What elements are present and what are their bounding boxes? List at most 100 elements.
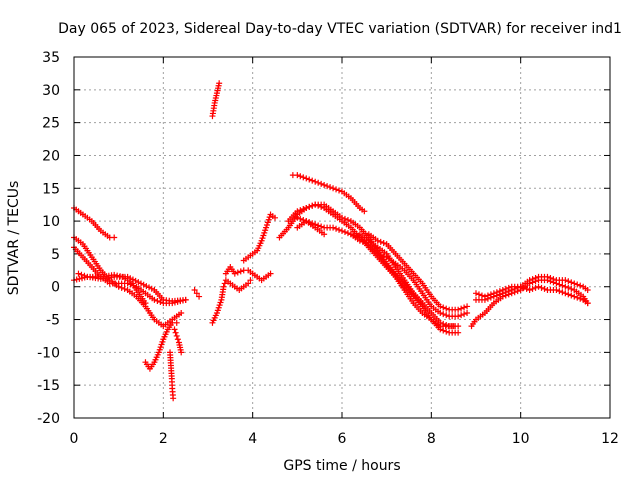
- arc16-point: [336, 226, 343, 233]
- arc23-point: [502, 285, 509, 292]
- arc5-point: [111, 271, 118, 278]
- x-tick-label: 6: [338, 431, 347, 447]
- arc5-point: [75, 270, 82, 277]
- y-tick-label: 20: [42, 148, 60, 164]
- arc21-point: [559, 282, 566, 289]
- plot-frame: [73, 56, 611, 419]
- y-tick-label: -10: [37, 345, 60, 361]
- arc6-point: [156, 346, 163, 353]
- arc15-point: [300, 206, 307, 213]
- arc23-point: [532, 284, 539, 291]
- arc4-point: [143, 283, 150, 290]
- arc8-point: [171, 326, 178, 333]
- arc23-point: [574, 294, 581, 301]
- x-tick-label: 4: [248, 431, 257, 447]
- arc16-point: [443, 322, 450, 329]
- arc10-point: [216, 80, 223, 87]
- arc5-point: [142, 300, 149, 307]
- arc17-point: [294, 214, 301, 221]
- arc8-point: [174, 336, 181, 343]
- arc16-point: [318, 223, 325, 230]
- arc22-point: [526, 277, 533, 284]
- arc12-point: [267, 270, 274, 277]
- arc16-point: [330, 224, 337, 231]
- x-tick-label: 10: [512, 431, 530, 447]
- arc9-point: [214, 307, 221, 314]
- arc19-point: [380, 239, 387, 246]
- arc23-point: [499, 287, 506, 294]
- y-tick-label: 15: [42, 181, 60, 197]
- arc23-point: [478, 292, 485, 299]
- arc14-point: [321, 181, 328, 188]
- arc18-point: [437, 309, 444, 316]
- arc4-point: [129, 276, 136, 283]
- arc22-point: [571, 280, 578, 287]
- arc23-point: [496, 288, 503, 295]
- arc11-point: [272, 214, 278, 221]
- arc16-point: [341, 229, 348, 236]
- arc14-point: [336, 187, 343, 194]
- arc14-point: [315, 179, 322, 186]
- y-tick-label: 0: [51, 280, 60, 296]
- arc22-point: [565, 278, 572, 285]
- arc23-point: [487, 291, 494, 298]
- arc23-point: [493, 289, 500, 296]
- arc23-point: [541, 285, 548, 292]
- arc9-point: [247, 277, 254, 284]
- arc18-point: [374, 250, 381, 257]
- arc23-point: [584, 300, 591, 307]
- arc6-point: [158, 341, 165, 348]
- arc3-point: [151, 296, 158, 303]
- arc19-point: [455, 306, 462, 313]
- arc17-point: [300, 216, 307, 223]
- y-tick-label: 25: [42, 116, 60, 132]
- arc9-point: [245, 280, 252, 287]
- arc23-point: [538, 284, 545, 291]
- y-tick-label: -15: [37, 378, 60, 394]
- arc18-point: [458, 312, 465, 319]
- arc19-point: [464, 303, 471, 310]
- arc1-point: [111, 234, 118, 241]
- arc11-point: [259, 235, 266, 242]
- arc23-point: [520, 284, 527, 291]
- arc23-point: [577, 295, 584, 302]
- arc8-point: [178, 349, 185, 356]
- arc4-point: [73, 276, 80, 283]
- arc22-point: [547, 274, 554, 281]
- arc23-point: [559, 289, 566, 296]
- arc11-point: [263, 222, 270, 229]
- arc16-point: [344, 230, 351, 237]
- x-tick-label: 12: [601, 431, 619, 447]
- arc23-point: [529, 285, 536, 292]
- arc8-point: [172, 329, 179, 336]
- arc11-point: [263, 224, 270, 231]
- arc4-point: [138, 280, 144, 287]
- arc22-point: [544, 273, 551, 280]
- arc11-point: [262, 227, 269, 234]
- arc4-point: [146, 284, 153, 291]
- arc23-point: [490, 290, 497, 297]
- arc15-point: [309, 202, 316, 209]
- arc13-point: [455, 329, 462, 336]
- arc20-point: [419, 300, 426, 307]
- arc11-point: [266, 214, 273, 221]
- arc5-point: [117, 273, 124, 280]
- arc24-point: [191, 287, 198, 294]
- arc18-point: [455, 313, 462, 320]
- arc23-point: [505, 284, 512, 291]
- arc22-point: [532, 274, 539, 281]
- arc24-point: [193, 290, 200, 297]
- arc4-point: [182, 296, 189, 303]
- arc23-point: [481, 293, 488, 300]
- arc21-point: [562, 283, 569, 290]
- arc6-point: [173, 319, 180, 326]
- arc18-point: [440, 311, 447, 318]
- arc15-point: [344, 216, 351, 223]
- arc11-point: [258, 237, 265, 244]
- arc8-point: [173, 332, 180, 339]
- y-tick-label: 5: [51, 247, 60, 263]
- arc14-point: [303, 175, 310, 182]
- arc16-point: [455, 323, 462, 330]
- arc4-point: [140, 281, 147, 288]
